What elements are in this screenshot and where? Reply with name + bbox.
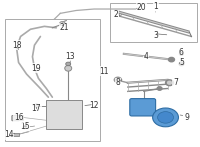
Text: 15: 15: [20, 122, 29, 131]
Circle shape: [168, 81, 172, 84]
Text: 16: 16: [14, 113, 23, 122]
Text: 7: 7: [173, 78, 178, 87]
Text: 20: 20: [137, 3, 147, 12]
Ellipse shape: [158, 112, 173, 123]
Text: 21: 21: [60, 23, 69, 32]
Bar: [110, 3, 197, 42]
Bar: [5, 19, 100, 141]
FancyBboxPatch shape: [12, 115, 23, 121]
Text: 18: 18: [12, 41, 21, 50]
Text: 19: 19: [32, 64, 41, 73]
Text: 10: 10: [145, 101, 154, 110]
Text: 14: 14: [4, 130, 13, 139]
Circle shape: [169, 57, 174, 62]
Bar: [9, 133, 19, 136]
Ellipse shape: [66, 62, 71, 66]
Text: 1: 1: [153, 2, 158, 11]
Text: 11: 11: [99, 67, 109, 76]
FancyBboxPatch shape: [130, 99, 156, 116]
Circle shape: [179, 62, 184, 66]
Text: 8: 8: [116, 78, 120, 87]
Ellipse shape: [65, 65, 72, 71]
Text: 5: 5: [179, 58, 184, 67]
Bar: [46, 100, 82, 129]
Text: 9: 9: [185, 113, 190, 122]
Text: 13: 13: [65, 52, 75, 61]
Circle shape: [157, 87, 162, 90]
Text: 17: 17: [32, 104, 41, 113]
Text: 4: 4: [143, 52, 148, 61]
Text: 12: 12: [89, 101, 99, 110]
Circle shape: [23, 126, 27, 129]
Circle shape: [166, 80, 173, 86]
Text: 3: 3: [153, 31, 158, 40]
Text: 6: 6: [179, 48, 184, 57]
Circle shape: [114, 77, 121, 82]
Circle shape: [34, 104, 39, 108]
Ellipse shape: [153, 108, 178, 127]
Text: 2: 2: [114, 10, 118, 19]
